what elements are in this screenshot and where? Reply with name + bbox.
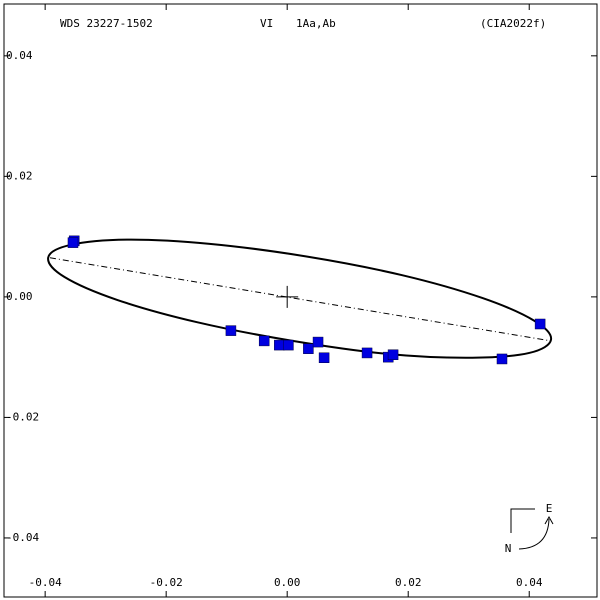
annotation: VI xyxy=(260,17,273,30)
y-tick-label: 0.02 xyxy=(6,169,33,182)
x-tick-label: -0.04 xyxy=(29,576,62,589)
observation-point xyxy=(361,347,373,359)
compass xyxy=(510,508,554,550)
observation-point xyxy=(303,343,314,354)
y-tick-label: -0.02 xyxy=(6,410,39,423)
annotation: 1Aa,Ab xyxy=(296,17,336,30)
observation-point xyxy=(318,352,330,364)
observation-point xyxy=(225,325,237,336)
observation-point xyxy=(274,339,285,351)
node-line xyxy=(49,257,552,342)
compass-north: N xyxy=(505,542,512,555)
compass-arrowhead xyxy=(544,515,554,525)
y-tick-label: 0.00 xyxy=(6,290,33,303)
observation-point xyxy=(387,349,399,360)
observation-point xyxy=(534,318,546,330)
observation-point xyxy=(283,339,294,351)
compass-axes xyxy=(510,508,535,533)
compass-east: E xyxy=(546,502,553,515)
x-tick-label: -0.02 xyxy=(150,576,183,589)
orbit xyxy=(47,238,553,359)
plot-frame xyxy=(3,3,598,598)
x-tick-label: 0.04 xyxy=(516,576,543,589)
x-tick-label: 0.02 xyxy=(395,576,422,589)
y-tick-label: 0.04 xyxy=(6,49,33,62)
chart-title: WDS 23227-1502 xyxy=(60,17,153,30)
y-tick-label: -0.04 xyxy=(6,531,39,544)
observation-point xyxy=(312,336,324,348)
compass-arrow xyxy=(518,518,550,550)
observation-point xyxy=(496,353,508,365)
observation-point xyxy=(258,335,270,347)
x-tick-label: 0.00 xyxy=(274,576,301,589)
observation-point xyxy=(67,237,79,248)
annotation: (CIA2022f) xyxy=(480,17,546,30)
